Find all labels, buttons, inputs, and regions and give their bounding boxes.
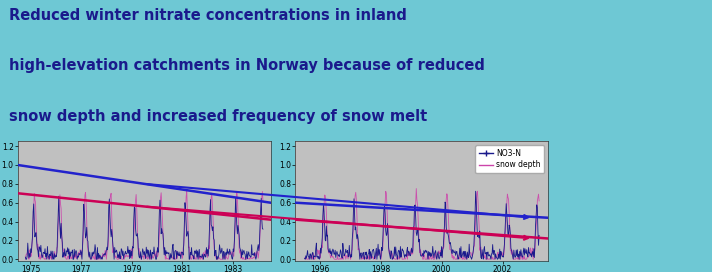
Legend: NO3-N, snow depth: NO3-N, snow depth [476,145,545,173]
Text: snow depth and increased frequency of snow melt: snow depth and increased frequency of sn… [9,109,426,124]
Text: Reduced winter nitrate concentrations in inland: Reduced winter nitrate concentrations in… [9,8,407,23]
Text: high-elevation catchments in Norway because of reduced: high-elevation catchments in Norway beca… [9,58,484,73]
